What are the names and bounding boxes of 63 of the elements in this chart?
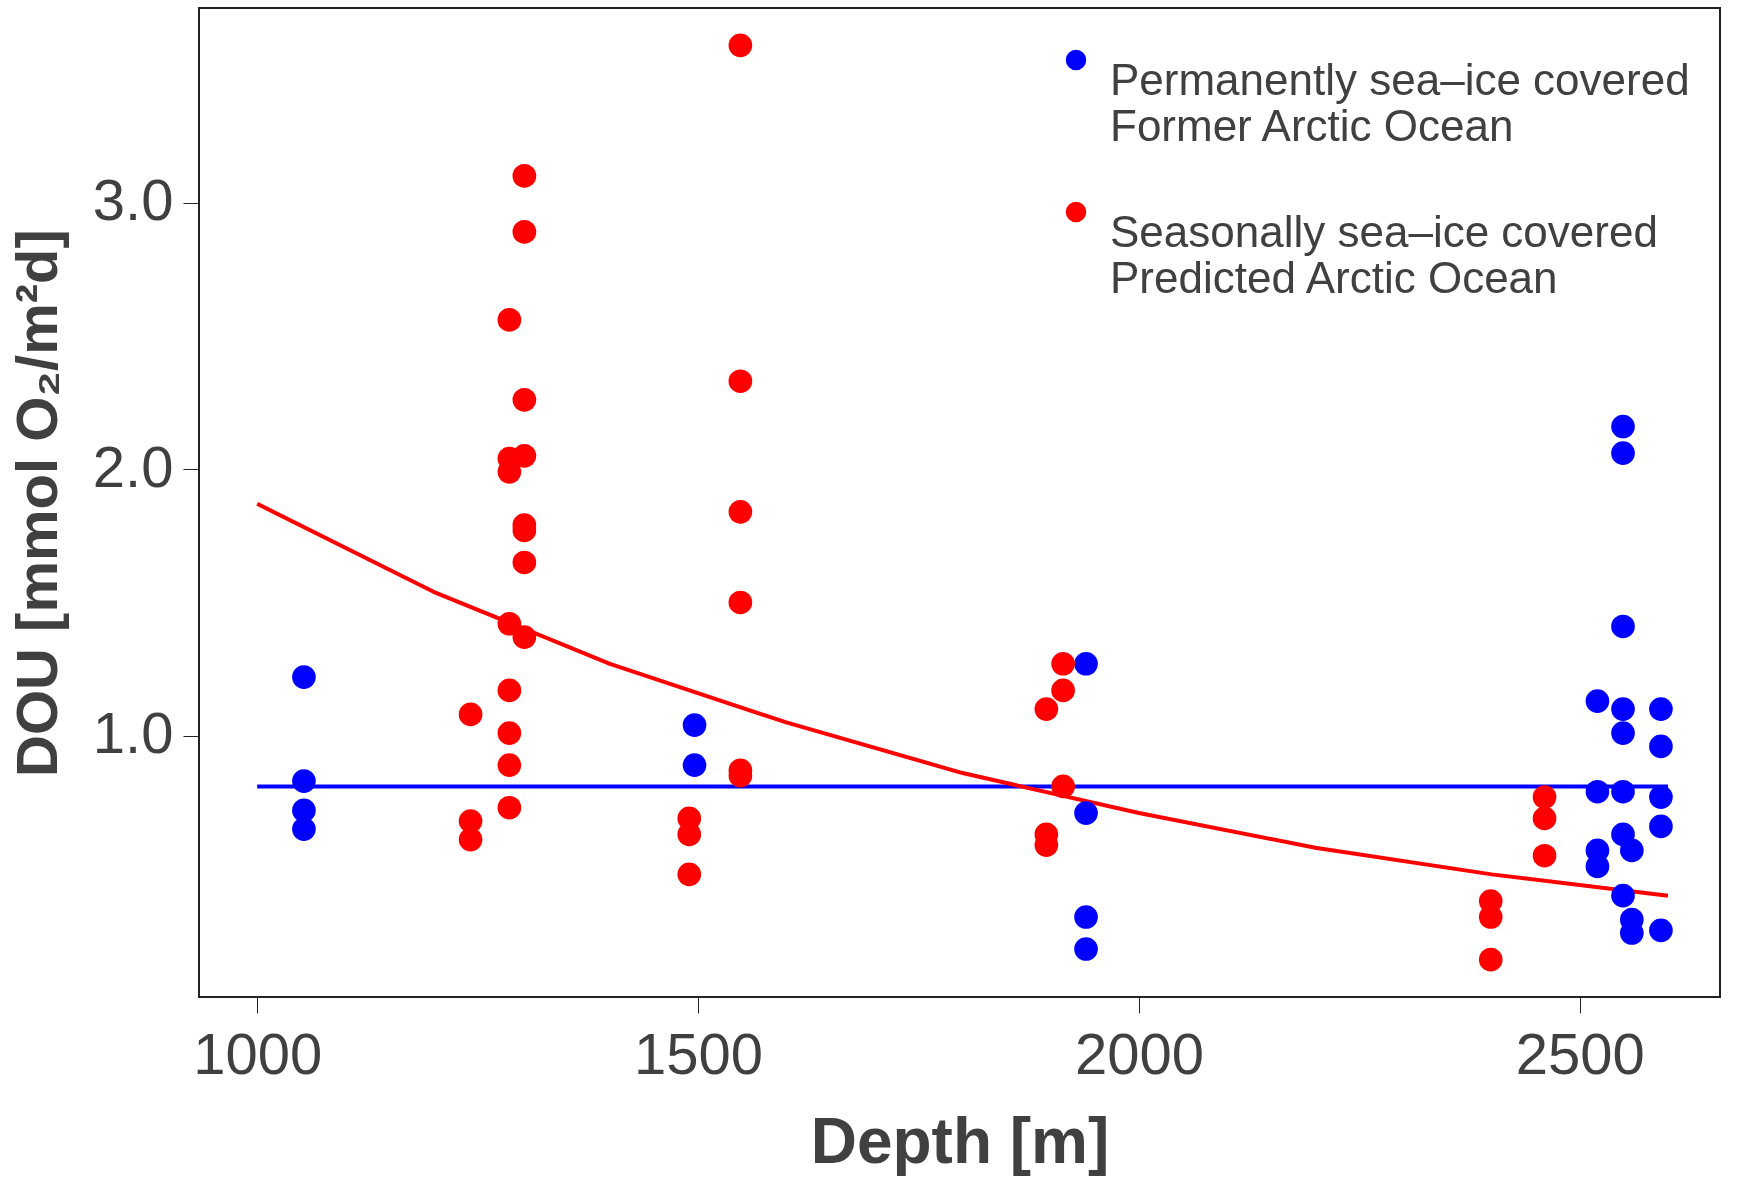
- y-tick-label: 2.0: [92, 433, 174, 499]
- point: [512, 164, 537, 188]
- point: [1585, 689, 1610, 713]
- point: [1649, 734, 1673, 759]
- legend-label: Seasonally sea–ice covered Predicted Arctic Ocean: [1110, 207, 1658, 302]
- point: [497, 753, 522, 777]
- point: [1611, 721, 1635, 745]
- point: [1532, 785, 1557, 809]
- point: [292, 665, 316, 689]
- x-tick-label: 2500: [1515, 1020, 1645, 1086]
- point: [458, 827, 483, 852]
- point: [682, 713, 707, 737]
- y-axis-title: DOU [mmol O₂/m²d]: [3, 229, 69, 777]
- point: [1649, 814, 1673, 839]
- point: [1649, 918, 1673, 943]
- point: [1649, 785, 1673, 809]
- point: [512, 550, 537, 575]
- point: [728, 590, 753, 615]
- point: [512, 444, 537, 468]
- point: [1074, 905, 1098, 929]
- point: [497, 721, 522, 745]
- point: [292, 817, 316, 841]
- point: [1532, 806, 1557, 831]
- point: [682, 753, 707, 777]
- legend-label: Permanently sea–ice covered Former Arctic Ocean: [1110, 55, 1690, 150]
- point: [512, 220, 537, 244]
- point: [1619, 838, 1644, 863]
- y-tick-label: 3.0: [92, 167, 174, 233]
- point: [458, 702, 483, 727]
- point: [497, 678, 522, 703]
- point: [1532, 843, 1557, 868]
- line-series: [255, 501, 1670, 898]
- point: [1074, 937, 1098, 961]
- y-tick-label: 1.0: [92, 700, 174, 766]
- x-tick-label: 1500: [634, 1020, 764, 1086]
- point: [497, 611, 522, 636]
- x-axis-title: Depth [m]: [810, 1104, 1110, 1177]
- point: [1585, 779, 1610, 804]
- point: [1074, 801, 1098, 825]
- point: [1074, 651, 1098, 676]
- point: [1034, 697, 1059, 721]
- x-tick-label: 2000: [1074, 1020, 1204, 1086]
- point: [512, 388, 537, 412]
- point: [728, 369, 753, 394]
- point: [728, 500, 753, 524]
- point: [1649, 697, 1673, 721]
- point: [497, 795, 522, 820]
- point: [1051, 678, 1075, 703]
- point: [728, 33, 753, 58]
- point: [497, 308, 522, 332]
- point: [677, 862, 702, 887]
- point: [1611, 779, 1635, 804]
- point: [512, 625, 537, 649]
- point: [1611, 614, 1635, 639]
- point: [1051, 651, 1075, 676]
- x-tick-label: 1000: [193, 1020, 323, 1086]
- point: [1478, 947, 1503, 972]
- point: [1611, 441, 1635, 465]
- point: [1611, 883, 1635, 908]
- point: [292, 769, 316, 793]
- point: [1051, 774, 1075, 799]
- point: [1611, 697, 1635, 721]
- point: [1611, 414, 1635, 439]
